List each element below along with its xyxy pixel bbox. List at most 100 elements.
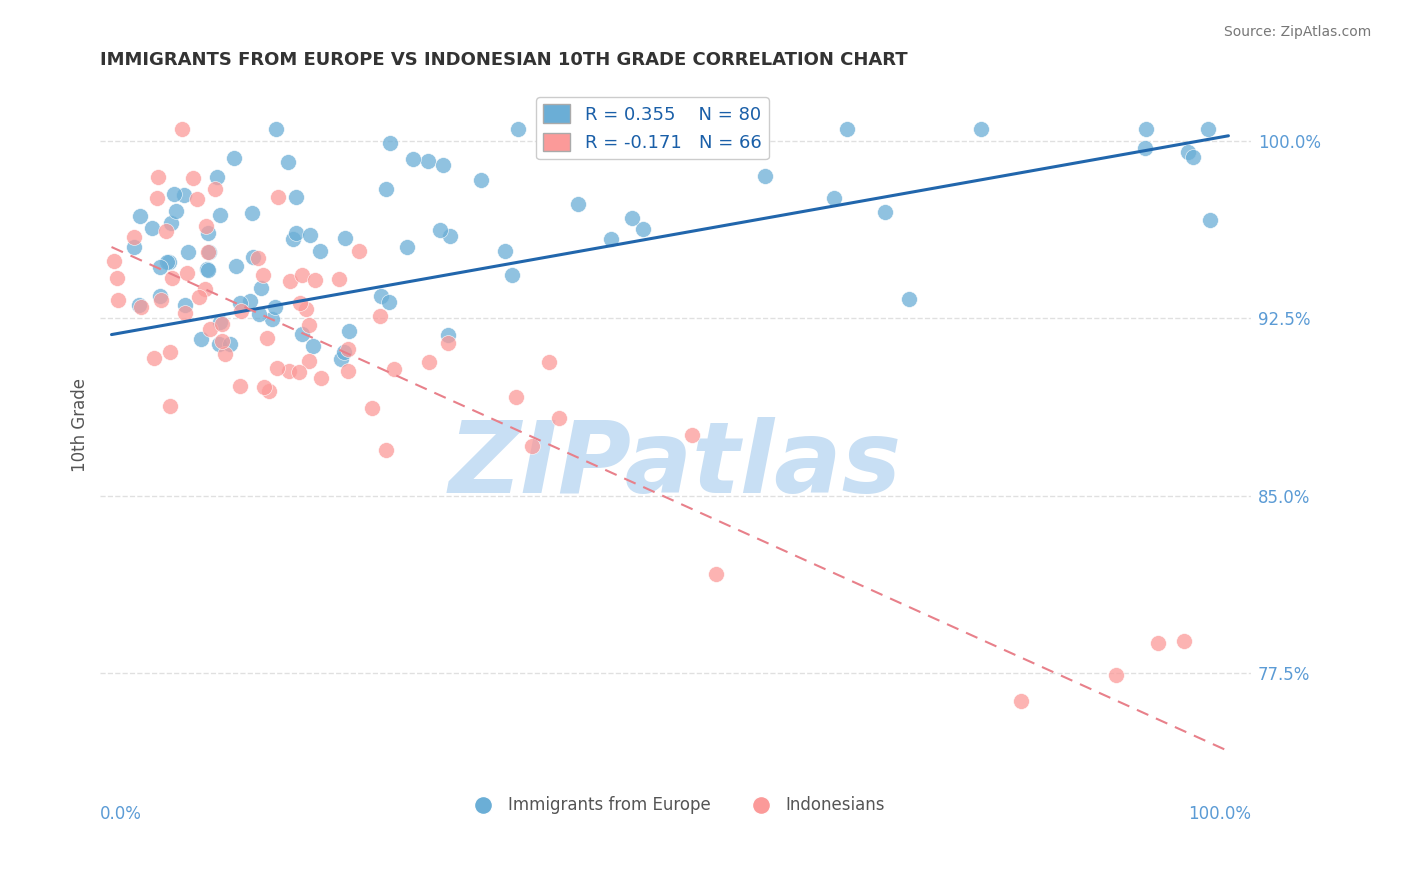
Point [1197,121,1219,136]
Point [107,293,129,308]
Point [240,206,263,220]
Text: Source: ZipAtlas.com: Source: ZipAtlas.com [1223,25,1371,39]
Point [416,153,439,168]
Point [330,352,353,367]
Point [1135,140,1157,154]
Point [283,232,305,246]
Point [219,337,242,351]
Point [157,254,180,268]
Point [188,290,211,304]
Point [231,303,253,318]
Point [328,272,350,286]
Point [145,191,167,205]
Point [505,390,527,404]
Point [250,281,273,295]
Point [194,282,217,296]
Point [198,322,221,336]
Point [222,151,245,165]
Point [898,292,921,306]
Point [173,306,195,320]
Point [704,566,727,581]
Point [278,364,301,378]
Point [290,296,312,310]
Point [238,293,260,308]
Point [534,122,557,136]
Point [599,232,621,246]
Point [142,351,165,366]
Point [754,169,776,183]
Point [284,190,307,204]
Point [401,152,423,166]
Point [620,211,643,225]
Point [159,399,181,413]
Point [1173,633,1195,648]
Point [291,326,314,341]
Point [163,186,186,201]
Point [396,240,419,254]
Point [129,300,152,314]
Point [377,295,399,310]
Point [291,268,314,282]
Point [155,224,177,238]
Point [1198,212,1220,227]
Point [823,191,845,205]
Point [197,262,219,277]
Point [259,384,281,399]
Point [197,226,219,240]
Point [214,347,236,361]
Point [382,362,405,376]
Point [256,331,278,345]
Point [170,121,193,136]
Point [197,245,219,260]
Point [375,443,398,458]
Point [176,266,198,280]
Point [173,298,195,312]
Point [520,440,543,454]
Point [165,204,187,219]
Point [538,355,561,369]
Point [181,171,204,186]
Point [160,216,183,230]
Point [208,315,231,329]
Point [873,204,896,219]
Point [835,121,858,136]
Point [681,427,703,442]
Point [246,251,269,265]
Point [278,274,301,288]
Point [141,221,163,235]
Point [124,230,146,244]
Point [333,230,356,244]
Point [128,298,150,312]
Point [309,371,332,385]
Point [105,271,128,285]
Point [211,334,233,348]
Point [494,244,516,259]
Point [295,302,318,317]
Text: 0.0%: 0.0% [100,805,142,823]
Point [970,121,993,136]
Point [308,244,330,259]
Point [304,273,326,287]
Point [252,268,274,282]
Point [276,154,298,169]
Point [380,136,402,150]
Point [470,172,492,186]
Point [247,307,270,321]
Point [501,268,523,282]
Point [1146,636,1168,650]
Point [437,336,460,351]
Point [177,244,200,259]
Point [1010,693,1032,707]
Point [146,169,169,184]
Point [1135,121,1157,136]
Legend: Immigrants from Europe, Indonesians: Immigrants from Europe, Indonesians [460,789,891,822]
Point [375,182,398,196]
Point [160,270,183,285]
Point [284,226,307,240]
Point [266,361,288,376]
Point [197,245,219,260]
Point [1105,668,1128,682]
Point [195,262,218,277]
Point [129,210,152,224]
Point [299,227,322,242]
